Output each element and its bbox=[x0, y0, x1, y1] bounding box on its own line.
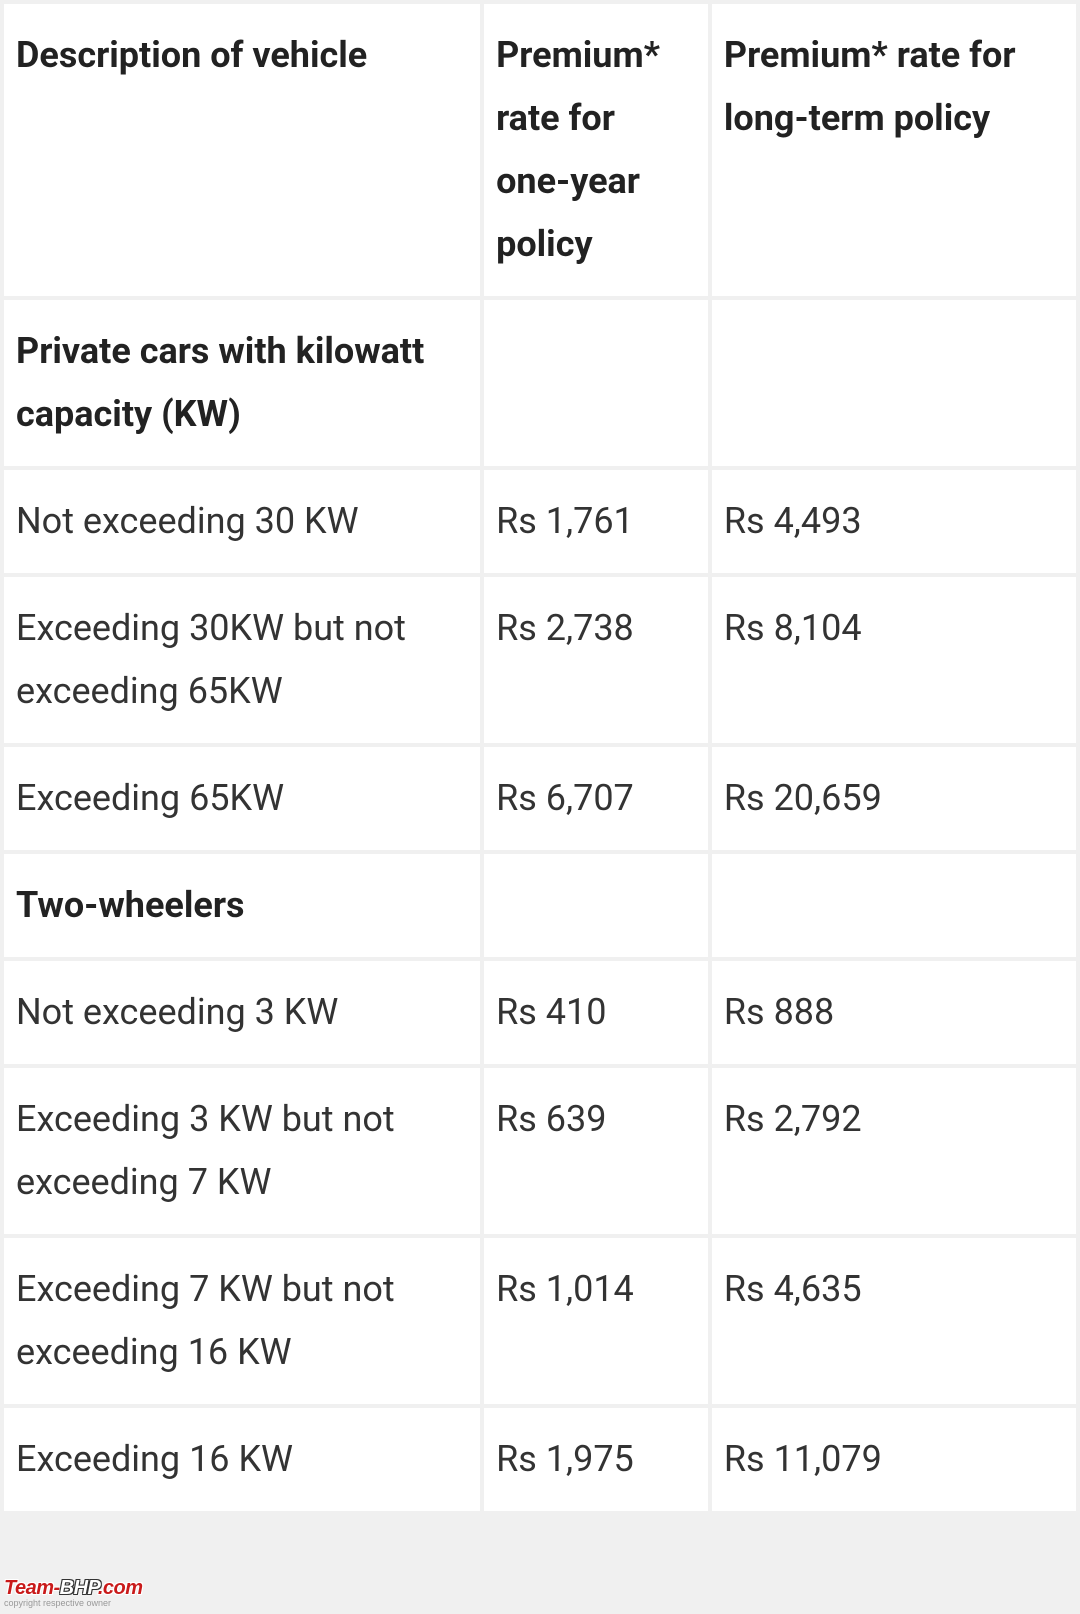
premium-rates-table: Description of vehicle Premium* rate for… bbox=[0, 0, 1080, 1515]
table-row: Exceeding 65KWRs 6,707Rs 20,659 bbox=[4, 747, 1076, 850]
cell-description: Exceeding 16 KW bbox=[4, 1408, 480, 1511]
section-header-row: Private cars with kilowatt capacity (KW) bbox=[4, 300, 1076, 466]
table-row: Exceeding 3 KW but not exceeding 7 KWRs … bbox=[4, 1068, 1076, 1234]
cell-long-term: Rs 20,659 bbox=[712, 747, 1076, 850]
cell-one-year: Rs 6,707 bbox=[484, 747, 708, 850]
watermark-team: Team- bbox=[4, 1577, 60, 1599]
watermark-bhp: BHP bbox=[60, 1577, 98, 1599]
table-body: Private cars with kilowatt capacity (KW)… bbox=[4, 300, 1076, 1511]
watermark-com: .com bbox=[98, 1577, 143, 1599]
cell-one-year: Rs 2,738 bbox=[484, 577, 708, 743]
cell-description: Exceeding 3 KW but not exceeding 7 KW bbox=[4, 1068, 480, 1234]
section-title: Two-wheelers bbox=[4, 854, 480, 957]
cell-long-term: Rs 888 bbox=[712, 961, 1076, 1064]
cell-one-year: Rs 1,014 bbox=[484, 1238, 708, 1404]
header-one-year: Premium* rate for one-year policy bbox=[484, 4, 708, 296]
table-row: Exceeding 7 KW but not exceeding 16 KWRs… bbox=[4, 1238, 1076, 1404]
empty-cell bbox=[712, 854, 1076, 957]
cell-long-term: Rs 4,635 bbox=[712, 1238, 1076, 1404]
cell-long-term: Rs 4,493 bbox=[712, 470, 1076, 573]
header-description: Description of vehicle bbox=[4, 4, 480, 296]
empty-cell bbox=[712, 300, 1076, 466]
table-row: Not exceeding 30 KWRs 1,761Rs 4,493 bbox=[4, 470, 1076, 573]
cell-one-year: Rs 1,761 bbox=[484, 470, 708, 573]
section-title: Private cars with kilowatt capacity (KW) bbox=[4, 300, 480, 466]
header-long-term: Premium* rate for long-term policy bbox=[712, 4, 1076, 296]
cell-long-term: Rs 2,792 bbox=[712, 1068, 1076, 1234]
table-row: Exceeding 30KW but not exceeding 65KWRs … bbox=[4, 577, 1076, 743]
cell-long-term: Rs 8,104 bbox=[712, 577, 1076, 743]
cell-description: Exceeding 30KW but not exceeding 65KW bbox=[4, 577, 480, 743]
cell-long-term: Rs 11,079 bbox=[712, 1408, 1076, 1511]
cell-one-year: Rs 1,975 bbox=[484, 1408, 708, 1511]
watermark-brand: Team-BHP.com bbox=[4, 1577, 143, 1600]
table-row: Not exceeding 3 KWRs 410Rs 888 bbox=[4, 961, 1076, 1064]
cell-description: Exceeding 7 KW but not exceeding 16 KW bbox=[4, 1238, 480, 1404]
cell-one-year: Rs 639 bbox=[484, 1068, 708, 1234]
cell-description: Exceeding 65KW bbox=[4, 747, 480, 850]
empty-cell bbox=[484, 300, 708, 466]
table-row: Exceeding 16 KWRs 1,975Rs 11,079 bbox=[4, 1408, 1076, 1511]
watermark-tagline: copyright respective owner bbox=[4, 1598, 143, 1608]
table-header-row: Description of vehicle Premium* rate for… bbox=[4, 4, 1076, 296]
cell-description: Not exceeding 30 KW bbox=[4, 470, 480, 573]
watermark: Team-BHP.com copyright respective owner bbox=[4, 1577, 143, 1608]
cell-one-year: Rs 410 bbox=[484, 961, 708, 1064]
empty-cell bbox=[484, 854, 708, 957]
section-header-row: Two-wheelers bbox=[4, 854, 1076, 957]
cell-description: Not exceeding 3 KW bbox=[4, 961, 480, 1064]
